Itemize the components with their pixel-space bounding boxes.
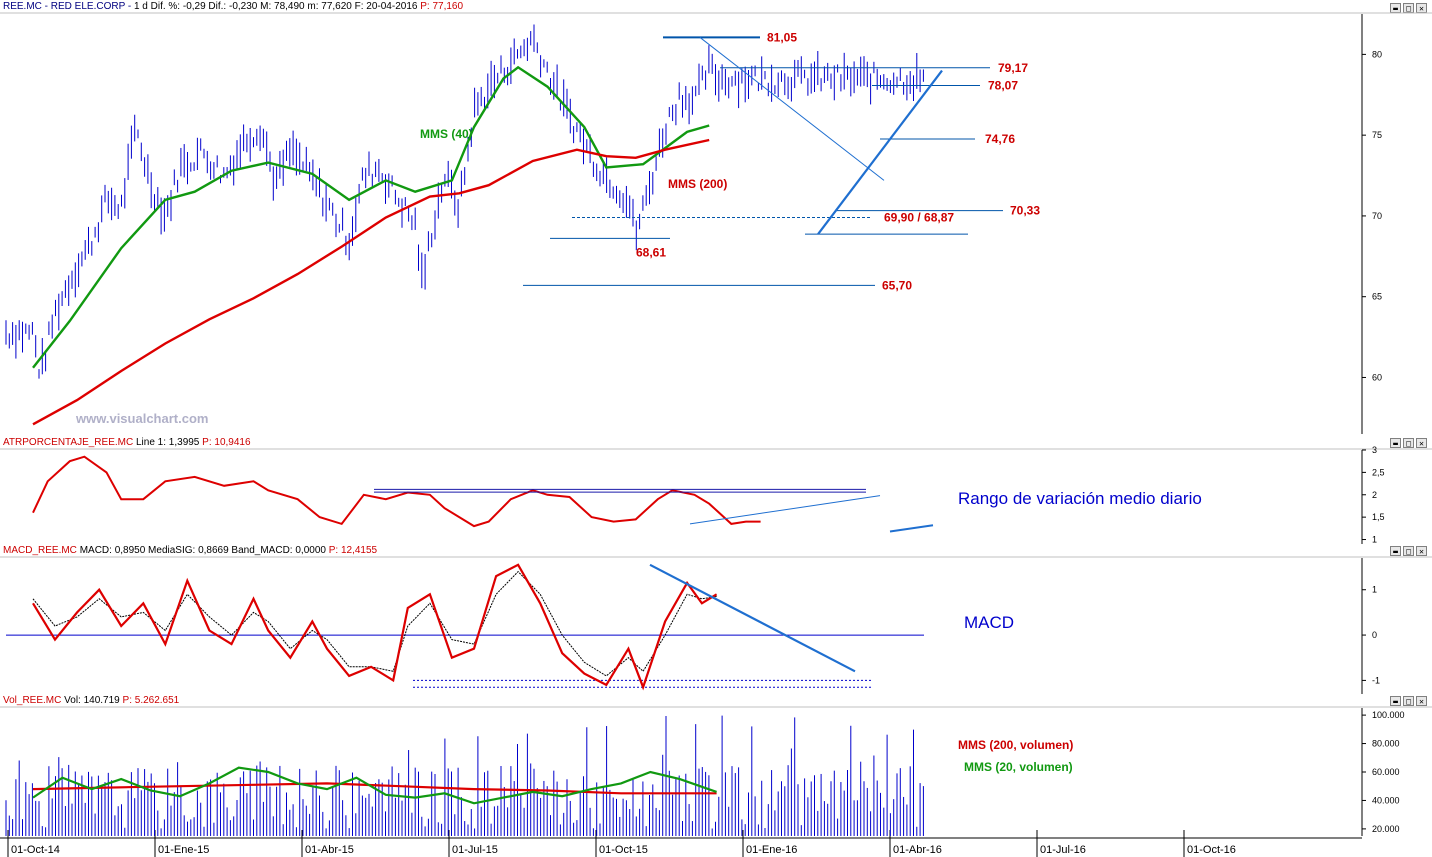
y-tick-label: 1,5	[1372, 512, 1385, 522]
price-stats: 1 d Dif. %: -0,29 Dif.: -0,230 M: 78,490…	[133, 1, 418, 12]
y-tick-label: 60	[1372, 372, 1382, 382]
level-label: 68,61	[636, 245, 666, 259]
y-tick-label: 0	[1372, 630, 1377, 640]
y-tick-label: 2	[1372, 490, 1377, 500]
y-tick-label: 100.000	[1372, 710, 1405, 720]
close-icon[interactable]: ✕	[1416, 546, 1427, 556]
macd-window-buttons: ▬ □ ✕	[1390, 546, 1427, 556]
y-tick-label: 60.000	[1372, 767, 1400, 777]
x-tick-label: 01-Ene-16	[746, 844, 797, 856]
maximize-icon[interactable]: □	[1403, 696, 1414, 706]
y-tick-label: 80.000	[1372, 739, 1400, 749]
vol-mms200-label: MMS (200, volumen)	[958, 738, 1074, 752]
atr-trend-line	[689, 495, 881, 525]
atr-note: Rango de variación medio diario	[958, 489, 1202, 508]
vol-panel-title: Vol_REE.MC Vol: 140.719 P: 5.262.651	[3, 695, 179, 706]
minimize-icon[interactable]: ▬	[1390, 696, 1401, 706]
mms40-line	[32, 65, 710, 369]
x-tick-label: 01-Abr-15	[305, 844, 354, 856]
minimize-icon[interactable]: ▬	[1390, 438, 1401, 448]
symbol-label: REE.MC - RED ELE.CORP -	[3, 1, 132, 12]
mms200-line	[32, 138, 710, 426]
watermark: www.visualchart.com	[76, 411, 209, 426]
close-icon[interactable]: ✕	[1416, 438, 1427, 448]
vol-price: P: 5.262.651	[122, 695, 180, 706]
downtrend-line	[699, 37, 885, 181]
y-tick-label: 1	[1372, 535, 1377, 545]
y-tick-label: 1	[1372, 585, 1377, 595]
price-bars	[5, 24, 924, 379]
mms40-label: MMS (40)	[420, 127, 473, 141]
level-label: 81,05	[767, 30, 797, 44]
close-icon[interactable]: ✕	[1416, 696, 1427, 706]
level-label: 79,17	[998, 61, 1028, 75]
vol-name: Vol_REE.MC	[3, 695, 62, 706]
mms200-label: MMS (200)	[668, 177, 728, 191]
level-label: 74,76	[985, 132, 1015, 146]
y-tick-label: 80	[1372, 49, 1382, 59]
x-tick-label: 01-Oct-14	[11, 844, 60, 856]
macd-price: P: 12,4155	[328, 545, 378, 556]
level-label: 69,90 / 68,87	[884, 211, 954, 225]
last-price: P: 77,160	[420, 1, 464, 12]
macd-trend-line	[649, 563, 856, 673]
volume-bars	[5, 715, 924, 836]
y-tick-label: 75	[1372, 130, 1382, 140]
x-tick-label: 01-Ene-15	[158, 844, 209, 856]
atr-line	[32, 455, 761, 528]
level-label: 65,70	[882, 278, 912, 292]
vol-mms20-label: MMS (20, volumen)	[964, 760, 1073, 774]
level-label: 78,07	[988, 79, 1018, 93]
vol-window-buttons: ▬ □ ✕	[1390, 696, 1427, 706]
atr-values: Line 1: 1,3995	[135, 437, 200, 448]
x-tick-label: 01-Jul-16	[1040, 844, 1086, 856]
atr-price: P: 10,9416	[202, 437, 251, 448]
macd-line	[32, 563, 718, 691]
y-tick-label: 20.000	[1372, 824, 1400, 834]
y-tick-label: 70	[1372, 211, 1382, 221]
minimize-icon[interactable]: ▬	[1390, 546, 1401, 556]
x-tick-label: 01-Oct-16	[1187, 844, 1236, 856]
level-label: 70,33	[1010, 204, 1040, 218]
macd-note: MACD	[964, 613, 1015, 632]
main-panel-title: REE.MC - RED ELE.CORP - 1 d Dif. %: -0,2…	[3, 1, 463, 12]
y-tick-label: 2,5	[1372, 467, 1385, 477]
atr-trend-line	[889, 524, 934, 533]
close-icon[interactable]: ✕	[1416, 3, 1427, 13]
vol-mms20-line	[32, 766, 717, 805]
macd-panel-title: MACD_REE.MC MACD: 0,8950 MediaSIG: 0,866…	[3, 545, 377, 556]
x-tick-label: 01-Abr-16	[893, 844, 942, 856]
y-tick-label: -1	[1372, 675, 1380, 685]
uptrend-line	[817, 69, 943, 235]
macd-signal-line	[32, 570, 717, 677]
macd-name: MACD_REE.MC	[3, 545, 77, 556]
y-tick-label: 65	[1372, 292, 1382, 302]
main-window-buttons: ▬ □ ✕	[1390, 3, 1427, 13]
y-tick-label: 40.000	[1372, 795, 1400, 805]
maximize-icon[interactable]: □	[1403, 438, 1414, 448]
y-tick-label: 3	[1372, 445, 1377, 455]
x-tick-label: 01-Jul-15	[452, 844, 498, 856]
minimize-icon[interactable]: ▬	[1390, 3, 1401, 13]
vol-mms200-line	[32, 782, 717, 795]
atr-panel-title: ATRPORCENTAJE_REE.MC Line 1: 1,3995 P: 1…	[3, 437, 251, 448]
maximize-icon[interactable]: □	[1403, 3, 1414, 13]
macd-values: MACD: 0,8950 MediaSIG: 0,8669 Band_MACD:…	[79, 545, 326, 556]
maximize-icon[interactable]: □	[1403, 546, 1414, 556]
x-tick-label: 01-Oct-15	[599, 844, 648, 856]
vol-values: Vol: 140.719	[64, 695, 120, 706]
atr-name: ATRPORCENTAJE_REE.MC	[3, 437, 134, 448]
atr-window-buttons: ▬ □ ✕	[1390, 438, 1427, 448]
